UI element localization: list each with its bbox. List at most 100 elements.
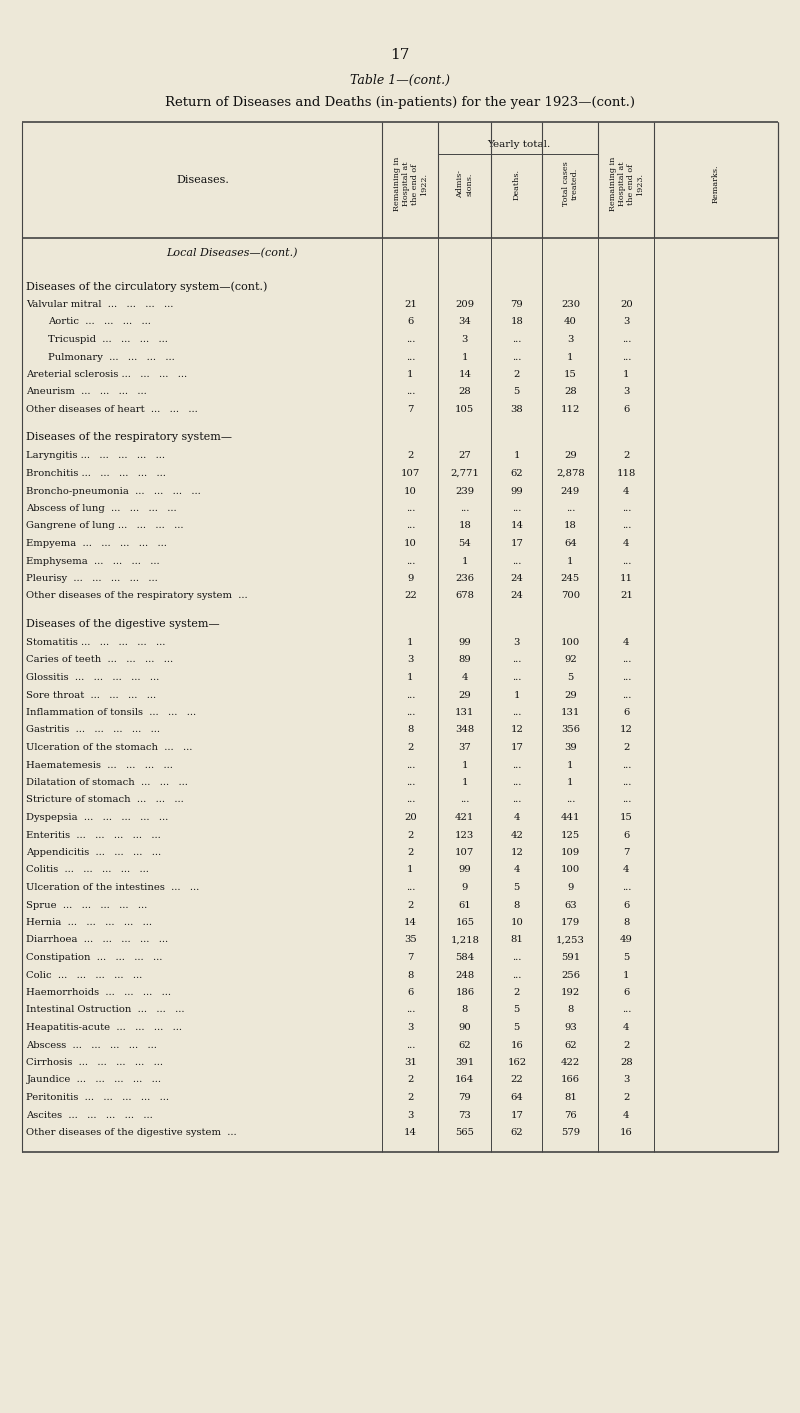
Text: 12: 12 [620,725,633,735]
Text: 7: 7 [623,848,630,858]
Text: Haemorrhoids  ...   ...   ...   ...: Haemorrhoids ... ... ... ... [26,988,171,998]
Text: 7: 7 [407,952,414,962]
Text: ...: ... [622,504,631,513]
Text: 2,878: 2,878 [556,469,585,478]
Text: 565: 565 [455,1128,474,1137]
Text: 248: 248 [455,971,474,979]
Text: Dilatation of stomach  ...   ...   ...: Dilatation of stomach ... ... ... [26,779,188,787]
Text: 49: 49 [620,935,633,944]
Text: ...: ... [406,760,415,770]
Text: 700: 700 [561,592,580,601]
Text: 62: 62 [510,1128,523,1137]
Text: ...: ... [512,656,522,664]
Text: 2: 2 [407,900,414,910]
Text: 64: 64 [564,538,577,548]
Text: 6: 6 [623,406,630,414]
Text: Hernia  ...   ...   ...   ...   ...: Hernia ... ... ... ... ... [26,918,152,927]
Text: ...: ... [512,708,522,716]
Text: 3: 3 [567,335,574,343]
Text: 8: 8 [407,971,414,979]
Text: 4: 4 [623,486,630,496]
Text: 8: 8 [623,918,630,927]
Text: 4: 4 [623,866,630,875]
Text: 10: 10 [510,918,523,927]
Text: Ulceration of the stomach  ...   ...: Ulceration of the stomach ... ... [26,743,193,752]
Text: 29: 29 [458,691,471,699]
Text: 15: 15 [564,370,577,379]
Text: 3: 3 [407,1023,414,1031]
Text: 5: 5 [514,387,520,397]
Text: 1: 1 [407,673,414,682]
Text: 99: 99 [458,866,471,875]
Text: 179: 179 [561,918,580,927]
Text: Remaining in
Hospital at
the end of
1922.: Remaining in Hospital at the end of 1922… [393,157,428,211]
Text: 63: 63 [564,900,577,910]
Text: ...: ... [512,971,522,979]
Text: 24: 24 [510,574,523,584]
Text: 14: 14 [458,370,471,379]
Text: ...: ... [406,352,415,362]
Text: 4: 4 [623,538,630,548]
Text: 6: 6 [623,900,630,910]
Text: 1: 1 [462,352,468,362]
Text: 3: 3 [407,656,414,664]
Text: 18: 18 [458,521,471,530]
Text: 10: 10 [404,538,417,548]
Text: 21: 21 [620,592,633,601]
Text: 2: 2 [623,743,630,752]
Text: Caries of teeth  ...   ...   ...   ...: Caries of teeth ... ... ... ... [26,656,174,664]
Text: 1: 1 [623,370,630,379]
Text: 2: 2 [623,452,630,461]
Text: 38: 38 [510,406,523,414]
Text: 8: 8 [462,1006,468,1015]
Text: 5: 5 [514,1023,520,1031]
Text: 249: 249 [561,486,580,496]
Text: 165: 165 [455,918,474,927]
Text: Aneurism  ...   ...   ...   ...: Aneurism ... ... ... ... [26,387,147,397]
Text: ...: ... [406,708,415,716]
Text: ...: ... [406,504,415,513]
Text: 3: 3 [623,1075,630,1085]
Text: 1: 1 [462,760,468,770]
Text: 81: 81 [510,935,523,944]
Text: 5: 5 [623,952,630,962]
Text: 3: 3 [623,318,630,326]
Text: 42: 42 [510,831,523,839]
Text: ...: ... [406,691,415,699]
Text: 20: 20 [404,812,417,822]
Text: 17: 17 [510,1111,523,1119]
Text: Laryngitis ...   ...   ...   ...   ...: Laryngitis ... ... ... ... ... [26,452,166,461]
Text: 105: 105 [455,406,474,414]
Text: 107: 107 [401,469,420,478]
Text: 18: 18 [564,521,577,530]
Text: Diarrhoea  ...   ...   ...   ...   ...: Diarrhoea ... ... ... ... ... [26,935,169,944]
Text: Sprue  ...   ...   ...   ...   ...: Sprue ... ... ... ... ... [26,900,148,910]
Text: 8: 8 [514,900,520,910]
Text: 1: 1 [407,866,414,875]
Text: 6: 6 [623,831,630,839]
Text: 1: 1 [407,370,414,379]
Text: 62: 62 [510,469,523,478]
Text: Colitis  ...   ...   ...   ...   ...: Colitis ... ... ... ... ... [26,866,150,875]
Text: 6: 6 [623,708,630,716]
Text: 12: 12 [510,848,523,858]
Text: 3: 3 [514,639,520,647]
Text: Remaining in
Hospital at
the end of
1923.: Remaining in Hospital at the end of 1923… [609,157,644,211]
Text: 2: 2 [407,743,414,752]
Text: 441: 441 [561,812,580,822]
Text: 2: 2 [514,988,520,998]
Text: Colic  ...   ...   ...   ...   ...: Colic ... ... ... ... ... [26,971,142,979]
Text: 64: 64 [510,1094,523,1102]
Text: ...: ... [512,673,522,682]
Text: 245: 245 [561,574,580,584]
Text: ...: ... [406,779,415,787]
Text: 20: 20 [620,300,633,309]
Text: 79: 79 [510,300,523,309]
Text: ...: ... [622,521,631,530]
Text: 14: 14 [404,918,417,927]
Text: 54: 54 [458,538,471,548]
Text: Glossitis  ...   ...   ...   ...   ...: Glossitis ... ... ... ... ... [26,673,160,682]
Text: Local Diseases—(cont.): Local Diseases—(cont.) [166,249,298,259]
Text: 421: 421 [455,812,474,822]
Text: 1: 1 [462,557,468,565]
